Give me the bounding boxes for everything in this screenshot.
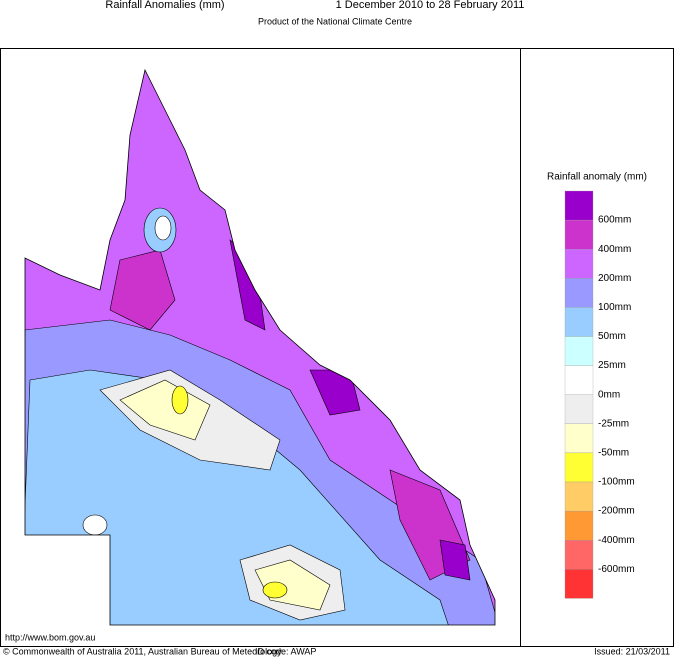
subtitle: Product of the National Climate Centre bbox=[258, 16, 412, 26]
legend-swatch bbox=[564, 569, 594, 599]
legend-swatch bbox=[564, 510, 594, 541]
url: http://www.bom.gov.au bbox=[5, 632, 95, 642]
legend-swatch bbox=[564, 190, 594, 221]
legend-swatch bbox=[564, 365, 594, 395]
legend-label: -50mm bbox=[598, 448, 629, 459]
legend-swatch bbox=[564, 307, 594, 337]
legend-label: -25mm bbox=[598, 418, 629, 429]
queensland-map bbox=[24, 68, 496, 626]
legend-label: -100mm bbox=[598, 477, 635, 488]
legend-label: -200mm bbox=[598, 506, 635, 517]
legend-swatch bbox=[564, 423, 594, 454]
legend: 600mm 400mm 200mm 100mm 50mm 25mm 0mm -25mm -50m… bbox=[564, 190, 635, 599]
legend-swatch bbox=[564, 219, 594, 250]
legend-swatch bbox=[564, 481, 594, 512]
legend-swatch bbox=[564, 336, 594, 366]
legend-label: 50mm bbox=[598, 331, 626, 342]
legend-label: 0mm bbox=[598, 389, 620, 400]
legend-swatch bbox=[564, 249, 594, 279]
legend-label: 200mm bbox=[598, 273, 631, 284]
id-code: ID code: AWAP bbox=[255, 646, 316, 656]
legend-label: -400mm bbox=[598, 535, 635, 546]
legend-swatch bbox=[564, 540, 594, 570]
legend-label: -600mm bbox=[598, 564, 635, 575]
legend-label: 100mm bbox=[598, 302, 631, 313]
issued: Issued: 21/03/2011 bbox=[594, 646, 670, 656]
period: 1 December 2010 to 28 February 2011 bbox=[336, 0, 525, 11]
legend-swatch bbox=[564, 452, 594, 483]
legend-label: 600mm bbox=[598, 215, 631, 226]
copyright: © Commonwealth of Australia 2011, Austra… bbox=[3, 646, 282, 656]
legend-label: 400mm bbox=[598, 244, 631, 255]
legend-swatch bbox=[564, 278, 594, 308]
legend-title: Rainfall anomaly (mm) bbox=[547, 172, 647, 183]
title: Rainfall Anomalies (mm) bbox=[105, 0, 224, 11]
legend-label: 25mm bbox=[598, 360, 626, 371]
legend-swatch bbox=[564, 394, 594, 424]
